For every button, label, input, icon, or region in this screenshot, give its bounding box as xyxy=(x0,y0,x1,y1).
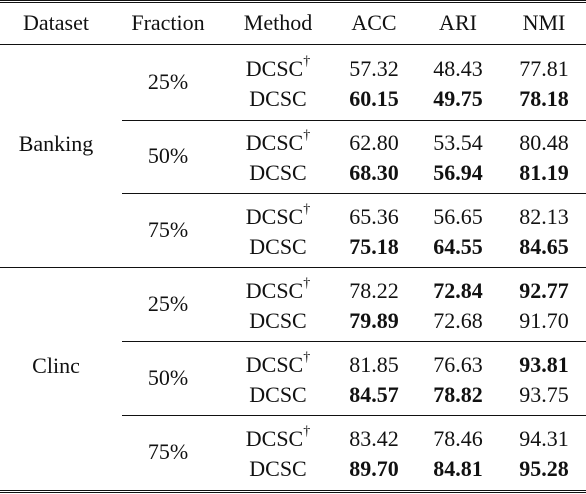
fraction-label: 25% xyxy=(147,69,189,94)
ari-value: 56.65 xyxy=(433,204,483,229)
ari-value: 56.94 xyxy=(433,160,483,185)
header-nmi: NMI xyxy=(522,10,566,35)
bottom-rule-inner xyxy=(0,492,586,493)
top-rule-inner xyxy=(0,2,586,3)
bottom-rule xyxy=(0,490,586,491)
fraction-separator xyxy=(122,341,586,342)
method-cell: DCSC xyxy=(249,456,306,482)
fraction-separator xyxy=(122,193,586,194)
dagger-mark: † xyxy=(303,349,311,365)
dagger-mark: † xyxy=(303,201,311,217)
ari-value: 49.75 xyxy=(433,86,483,111)
dagger-mark: † xyxy=(303,127,311,143)
ari-value: 48.43 xyxy=(433,56,483,81)
method-cell: DCSC† xyxy=(245,275,311,304)
method-name: DCSC xyxy=(249,160,307,185)
top-rule xyxy=(0,0,586,1)
method-name: DCSC xyxy=(245,204,304,229)
method-cell: DCSC xyxy=(249,382,306,408)
method-cell: DCSC† xyxy=(245,201,311,230)
method-name: DCSC xyxy=(249,382,307,407)
ari-value: 78.82 xyxy=(433,382,483,407)
method-cell: DCSC xyxy=(249,86,306,112)
acc-value: 81.85 xyxy=(349,352,399,377)
group-separator xyxy=(0,267,586,268)
acc-value: 89.70 xyxy=(349,456,399,481)
method-cell: DCSC xyxy=(249,308,306,334)
nmi-value: 84.65 xyxy=(519,234,569,259)
method-cell: DCSC† xyxy=(245,423,311,452)
method-name: DCSC xyxy=(249,234,307,259)
nmi-value: 92.77 xyxy=(519,278,569,303)
acc-value: 62.80 xyxy=(349,130,399,155)
method-cell: DCSC† xyxy=(245,53,311,82)
ari-value: 78.46 xyxy=(433,426,483,451)
header-ari: ARI xyxy=(439,10,477,35)
nmi-value: 93.75 xyxy=(519,382,569,407)
header-method: Method xyxy=(243,10,313,35)
dagger-mark: † xyxy=(303,53,311,69)
dataset-label: Banking xyxy=(18,131,94,156)
nmi-value: 78.18 xyxy=(519,86,569,111)
method-name: DCSC xyxy=(245,56,304,81)
method-name: DCSC xyxy=(245,278,304,303)
nmi-value: 94.31 xyxy=(519,426,569,451)
dataset-label: Clinc xyxy=(32,353,80,378)
ari-value: 76.63 xyxy=(433,352,483,377)
method-cell: DCSC† xyxy=(245,127,311,156)
acc-value: 57.32 xyxy=(349,56,399,81)
fraction-label: 50% xyxy=(147,365,189,390)
fraction-label: 75% xyxy=(147,439,189,464)
acc-value: 84.57 xyxy=(349,382,399,407)
acc-value: 79.89 xyxy=(349,308,399,333)
nmi-value: 80.48 xyxy=(519,130,569,155)
dagger-mark: † xyxy=(303,275,311,291)
nmi-value: 93.81 xyxy=(519,352,569,377)
method-cell: DCSC† xyxy=(245,349,311,378)
ari-value: 72.68 xyxy=(433,308,483,333)
method-name: DCSC xyxy=(249,456,307,481)
fraction-separator xyxy=(122,120,586,121)
header-dataset: Dataset xyxy=(23,10,89,35)
fraction-label: 25% xyxy=(147,291,189,316)
nmi-value: 81.19 xyxy=(519,160,569,185)
acc-value: 75.18 xyxy=(349,234,399,259)
ari-value: 72.84 xyxy=(433,278,483,303)
method-name: DCSC xyxy=(249,86,307,111)
nmi-value: 77.81 xyxy=(519,56,569,81)
ari-value: 64.55 xyxy=(433,234,483,259)
method-name: DCSC xyxy=(245,352,304,377)
acc-value: 65.36 xyxy=(349,204,399,229)
header-rule xyxy=(0,44,586,45)
acc-value: 83.42 xyxy=(349,426,399,451)
acc-value: 68.30 xyxy=(349,160,399,185)
nmi-value: 91.70 xyxy=(519,308,569,333)
header-acc: ACC xyxy=(351,10,397,35)
nmi-value: 95.28 xyxy=(519,456,569,481)
method-cell: DCSC xyxy=(249,160,306,186)
acc-value: 60.15 xyxy=(349,86,399,111)
ari-value: 53.54 xyxy=(433,130,483,155)
ari-value: 84.81 xyxy=(433,456,483,481)
fraction-separator xyxy=(122,415,586,416)
nmi-value: 82.13 xyxy=(519,204,569,229)
method-name: DCSC xyxy=(245,130,304,155)
header-fraction: Fraction xyxy=(131,10,205,35)
fraction-label: 50% xyxy=(147,143,189,168)
acc-value: 78.22 xyxy=(349,278,399,303)
method-name: DCSC xyxy=(245,426,304,451)
fraction-label: 75% xyxy=(147,217,189,242)
dagger-mark: † xyxy=(303,423,311,439)
method-cell: DCSC xyxy=(249,234,306,260)
method-name: DCSC xyxy=(249,308,307,333)
